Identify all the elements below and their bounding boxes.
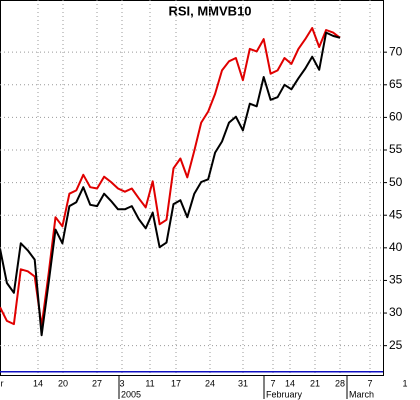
x-tick-label: 11 bbox=[145, 378, 154, 388]
x-tick-label: 28 bbox=[335, 378, 345, 388]
x-tick-label: 24 bbox=[205, 378, 215, 388]
x-tick-label: 21 bbox=[310, 378, 320, 388]
period-label: February bbox=[266, 389, 303, 399]
y-tick-label: 65 bbox=[389, 77, 403, 91]
x-tick-label: 27 bbox=[92, 378, 102, 388]
x-tick-label: 31 bbox=[238, 378, 248, 388]
x-tick-label: 3 bbox=[119, 378, 124, 388]
series-line bbox=[0, 27, 341, 328]
x-tick-label: 20 bbox=[58, 378, 68, 388]
y-tick-label: 70 bbox=[389, 44, 403, 58]
x-tick-label: 7 bbox=[270, 378, 275, 388]
y-tick-label: 50 bbox=[389, 175, 403, 189]
y-tick-label: 60 bbox=[389, 110, 403, 124]
y-tick-label: 25 bbox=[389, 338, 403, 352]
x-tick-label: 14 bbox=[33, 378, 43, 388]
x-tick-label: r bbox=[1, 378, 4, 388]
period-label: 2005 bbox=[121, 389, 141, 399]
chart-title: RSI, MMVB10 bbox=[168, 3, 251, 18]
y-tick-label: 40 bbox=[389, 240, 403, 254]
plot-frame bbox=[0, 0, 384, 376]
series-line bbox=[0, 31, 341, 337]
x-tick-label: 17 bbox=[171, 378, 181, 388]
period-label: March bbox=[349, 389, 374, 399]
x-tick-label: 14 bbox=[285, 378, 295, 388]
x-tick-label: 1 bbox=[402, 378, 407, 388]
x-tick-label: 7 bbox=[367, 378, 372, 388]
y-tick-label: 55 bbox=[389, 142, 403, 156]
y-tick-label: 30 bbox=[389, 305, 403, 319]
y-tick-label: 45 bbox=[389, 207, 403, 221]
y-tick-label: 35 bbox=[389, 273, 403, 287]
